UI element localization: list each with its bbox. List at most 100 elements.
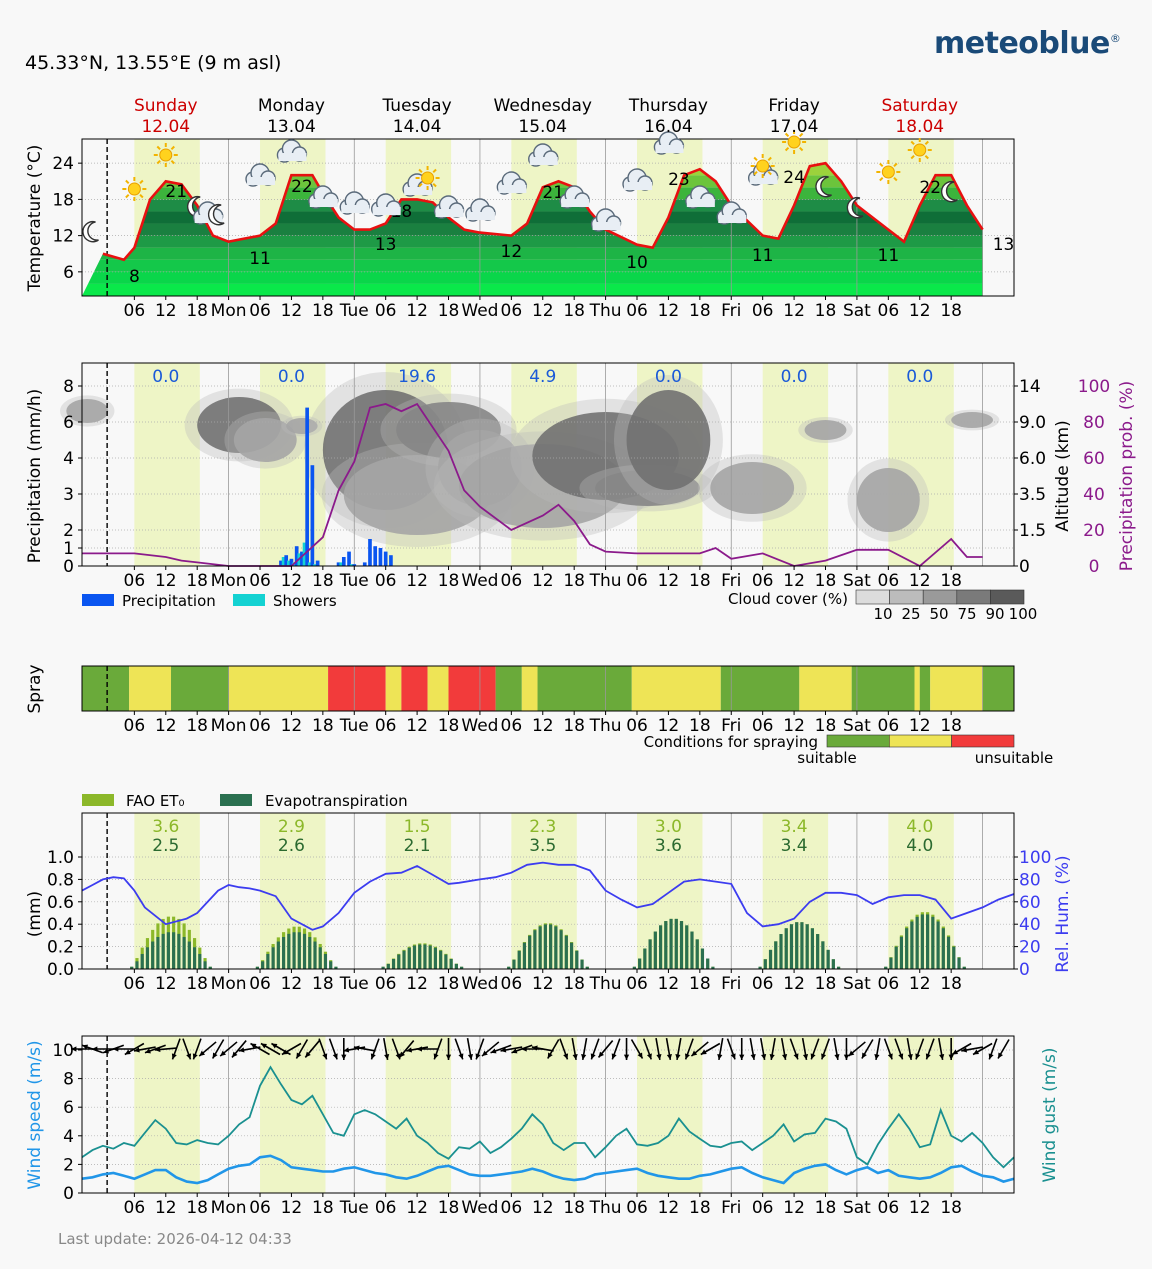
evapo-bar	[685, 925, 689, 969]
arrow-head	[238, 1047, 245, 1053]
prob-tick-label: 60	[1083, 449, 1105, 469]
arrow-head	[332, 1053, 338, 1060]
cloud-icon	[653, 131, 685, 155]
temperature-band	[82, 283, 1014, 296]
evapo-bar	[449, 958, 453, 969]
evapo-bar	[287, 933, 291, 969]
wind-direction-arrow	[192, 1038, 202, 1060]
x-tick-label: 12	[155, 974, 177, 994]
daily-evapo-value: 3.6	[655, 836, 682, 856]
wind-direction-arrow	[665, 1038, 672, 1060]
wind-direction-arrow	[961, 1046, 984, 1053]
arrow-head	[416, 1046, 422, 1052]
x-tick-label: 12	[281, 716, 303, 736]
evapo-bar	[784, 928, 788, 969]
x-tick-label: 06	[752, 974, 774, 994]
cloud-base	[278, 153, 307, 161]
arrow-head	[590, 1053, 596, 1060]
x-tick-label: 18	[940, 301, 962, 321]
x-tick-label: 12	[783, 571, 805, 591]
x-tick-label: 06	[375, 301, 397, 321]
x-tick-label: 12	[406, 1198, 428, 1218]
arrow-head	[341, 1054, 347, 1060]
sun-ray	[924, 140, 929, 146]
x-tick-label: Thu	[589, 301, 622, 321]
spray-legend-low-label: suitable	[797, 749, 856, 767]
spray-segment	[328, 666, 386, 711]
arrow-head	[685, 1053, 690, 1060]
x-tick-label: Sat	[843, 974, 871, 994]
x-tick-label: Tue	[339, 571, 369, 591]
x-tick-label: 06	[501, 974, 523, 994]
x-tick-label: Tue	[339, 974, 369, 994]
x-tick-label: Mon	[211, 301, 247, 321]
arrow-head	[848, 1050, 855, 1057]
x-tick-label: 06	[375, 571, 397, 591]
cloud-icon	[245, 163, 276, 187]
arrow-head	[761, 1054, 767, 1060]
wind-direction-arrow	[398, 1040, 415, 1058]
showers-bar	[281, 557, 286, 566]
sun-ray	[767, 170, 772, 176]
x-tick-label: 06	[878, 974, 900, 994]
evapo-bar	[821, 941, 825, 969]
legend-fao-swatch	[82, 794, 114, 806]
y-tick-label: 10	[52, 1041, 74, 1061]
precipitation-bar	[352, 564, 357, 566]
x-tick-label: 12	[281, 1198, 303, 1218]
precipitation-bar	[305, 407, 309, 566]
evapo-bar	[391, 958, 396, 969]
evapo-bar	[418, 944, 422, 969]
sun-ray	[156, 145, 161, 151]
cloud-base	[686, 199, 715, 207]
cloud-icon	[716, 201, 747, 225]
altitude-tick-label: 9.0	[1019, 413, 1046, 433]
day-date: 16.04	[644, 117, 693, 137]
arrow-head	[939, 1054, 945, 1060]
humidity-tick-label: 60	[1019, 893, 1041, 913]
daily-precip-total: 0.0	[152, 367, 179, 387]
daily-fao-value: 2.3	[529, 817, 556, 837]
arrow-head	[458, 1053, 464, 1060]
last-update: Last update: 2026-04-12 04:33	[58, 1230, 292, 1248]
cloud-icon	[465, 198, 496, 222]
x-tick-label: Sat	[843, 716, 871, 736]
daily-max-label: 21	[542, 183, 564, 203]
cloud-icon	[276, 139, 308, 163]
spray-segment	[401, 666, 428, 711]
evapo-bar	[297, 932, 301, 969]
x-tick-label: 18	[186, 716, 208, 736]
daylight-band	[888, 363, 954, 566]
arrow-head	[370, 1053, 376, 1060]
daily-fao-value: 3.6	[152, 817, 179, 837]
evapo-bar	[936, 921, 940, 969]
wind-direction-arrow	[937, 1038, 945, 1060]
wind-direction-arrow	[726, 1038, 736, 1060]
spray-legend-title: Conditions for spraying	[644, 733, 818, 751]
arrow-head	[186, 1053, 192, 1060]
wind-direction-arrow	[684, 1038, 694, 1060]
wind-direction-arrow	[915, 1038, 925, 1060]
wind-direction-arrow	[655, 1038, 662, 1060]
x-tick-label: 12	[909, 716, 931, 736]
wind-direction-arrow	[154, 1046, 177, 1053]
wind-direction-arrow	[951, 1042, 972, 1056]
wind-direction-arrow	[382, 1038, 390, 1060]
arrow-head	[563, 1053, 569, 1060]
cloud-icon	[590, 208, 622, 232]
evapo-bar	[402, 950, 406, 969]
temperature-band	[82, 235, 1014, 248]
daily-max-label: 24	[783, 168, 805, 188]
sun-ray	[784, 132, 790, 138]
arrow-head	[730, 1053, 736, 1060]
brand-logo[interactable]: meteoblue®	[934, 26, 1121, 61]
cloud-cover-area	[60, 395, 115, 427]
wind-speed-line	[81, 1154, 1015, 1185]
y-tick-label: 6	[63, 1098, 74, 1118]
temperature-band	[82, 259, 1014, 272]
arrow-head	[637, 1052, 643, 1059]
spray-segment	[228, 666, 329, 711]
x-tick-label: 18	[438, 301, 460, 321]
arrow-head	[220, 1050, 226, 1057]
